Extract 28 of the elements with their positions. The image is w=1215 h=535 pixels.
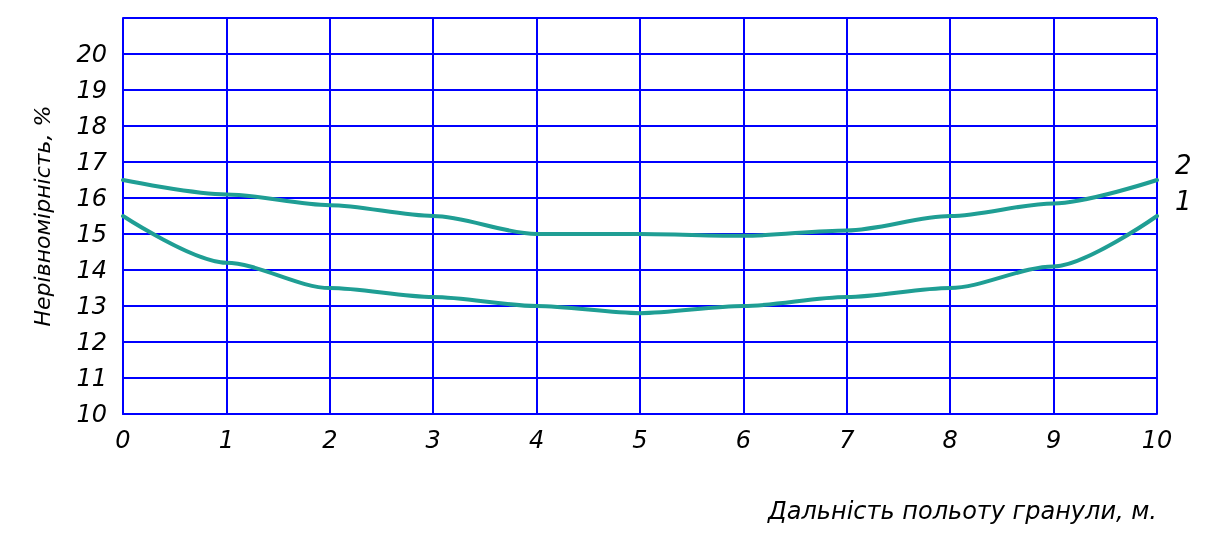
y-tick-label: 20	[76, 40, 107, 68]
x-tick-label: 4	[528, 426, 545, 454]
x-tick-label: 5	[632, 426, 648, 454]
x-axis-title: Дальність польоту гранули, м.	[767, 497, 1157, 525]
x-tick-label: 10	[1141, 426, 1173, 454]
y-tick-label: 10	[76, 400, 107, 428]
x-tick-label: 0	[115, 426, 131, 454]
y-tick-label: 14	[76, 256, 107, 284]
x-tick-label: 7	[839, 426, 856, 454]
y-tick-label: 16	[76, 184, 107, 212]
x-tick-label: 9	[1045, 426, 1062, 454]
line-series	[121, 178, 1159, 238]
y-tick-label: 11	[76, 364, 107, 392]
x-tick-label: 6	[735, 426, 752, 454]
y-tick-label: 12	[76, 328, 107, 356]
y-axis-title: Нерівномірність, %	[29, 105, 55, 327]
y-tick-label: 19	[76, 76, 107, 104]
y-tick-label: 17	[76, 148, 108, 176]
x-tick-label: 3	[425, 426, 441, 454]
x-tick-label: 1	[218, 426, 235, 454]
series-label: 2	[1175, 150, 1192, 180]
line-series	[121, 214, 1159, 316]
y-tick-label: 18	[76, 112, 107, 140]
x-tick-label: 8	[942, 426, 958, 454]
y-tick-label: 13	[76, 292, 107, 320]
series-label: 1	[1175, 186, 1192, 216]
y-tick-label: 15	[76, 220, 107, 248]
x-tick-label: 2	[322, 426, 338, 454]
